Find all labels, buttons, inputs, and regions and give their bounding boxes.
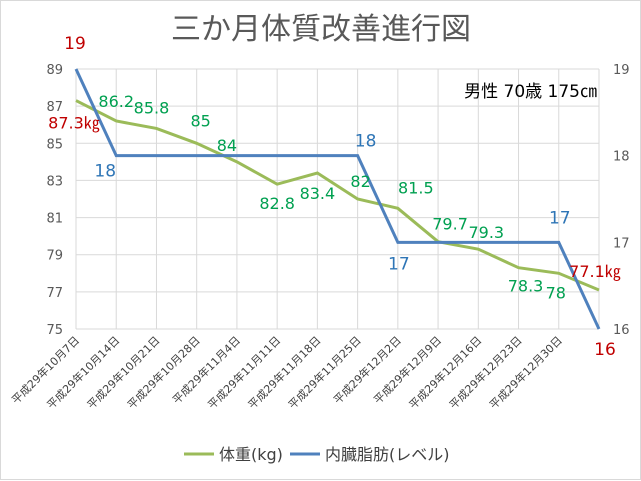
right-y-axis: 16 17 18 19	[613, 63, 630, 338]
series-lines	[74, 68, 601, 330]
weight-data-label: 78	[546, 283, 566, 302]
data-labels: 87.3㎏ 86.2 85.8 85 84 82.8 83.4 82 81.5 79.7 79.3 7…	[48, 34, 621, 360]
x-tick-label: 平成29年11月18日	[245, 333, 323, 411]
x-tick-label: 平成29年10月28日	[124, 333, 202, 411]
visceral-fat-data-label: 18	[94, 162, 116, 182]
left-y-tick: 79	[46, 249, 63, 264]
weight-data-label: 79.7	[432, 215, 468, 234]
x-tick-label: 平成29年11月4日	[170, 333, 244, 407]
weight-data-label: 85	[191, 111, 211, 130]
x-tick-label: 平成29年12月23日	[446, 333, 524, 411]
weight-data-label: 81.5	[398, 178, 434, 197]
x-tick-label: 平成29年10月14日	[44, 333, 122, 411]
x-tick-label: 平成29年12月9日	[371, 333, 445, 407]
series-line-weight	[75, 99, 600, 292]
series-line-visceral-fat	[74, 68, 601, 330]
weight-data-label: 84	[217, 136, 237, 155]
x-tick-label: 平成29年11月25日	[285, 333, 363, 411]
legend: 体重(kg) 内臓脂肪(レベル)	[184, 445, 450, 464]
left-y-tick: 89	[46, 63, 63, 78]
left-y-tick: 81	[46, 212, 63, 227]
left-y-tick: 87	[46, 100, 63, 115]
left-y-tick: 77	[46, 286, 63, 301]
right-y-tick: 17	[613, 236, 630, 251]
visceral-fat-data-label: 17	[388, 254, 410, 274]
visceral-fat-data-label: 19	[64, 34, 86, 54]
weight-data-label: 82	[350, 172, 370, 191]
right-y-tick: 19	[613, 63, 630, 78]
left-y-tick: 85	[46, 137, 63, 152]
right-y-tick: 18	[613, 150, 630, 165]
weight-data-label: 77.1㎏	[569, 262, 621, 281]
weight-data-label: 87.3㎏	[48, 114, 100, 133]
left-y-axis: 75 77 79 81 83 85 87 89	[46, 63, 63, 338]
x-tick-label: 平成29年12月30日	[486, 333, 564, 411]
chart-title: 三か月体質改善進行図	[171, 12, 471, 47]
weight-data-label: 82.8	[259, 194, 295, 213]
x-tick-label: 平成29年10月21日	[84, 333, 162, 411]
visceral-fat-data-label: 17	[549, 208, 571, 228]
weight-data-label: 78.3	[508, 277, 544, 296]
weight-data-label: 79.3	[468, 223, 504, 242]
x-tick-label: 平成29年10月7日	[9, 333, 83, 407]
x-tick-label: 平成29年11月11日	[205, 333, 283, 411]
left-y-tick: 75	[46, 323, 63, 338]
legend-label-weight: 体重(kg)	[219, 445, 283, 464]
x-tick-label: 平成29年12月16日	[406, 333, 484, 411]
weight-data-label: 86.2	[98, 92, 134, 111]
chart-annotation: 男性 70歳 175㎝	[464, 82, 597, 102]
visceral-fat-data-label: 16	[594, 340, 616, 360]
visceral-fat-data-label: 18	[355, 132, 377, 152]
legend-label-visceral-fat: 内臓脂肪(レベル)	[325, 445, 450, 464]
x-tick-label: 平成29年12月2日	[330, 333, 404, 407]
weight-data-label: 85.8	[134, 98, 170, 117]
left-y-tick: 83	[46, 174, 63, 189]
right-y-tick: 16	[613, 323, 630, 338]
x-axis: 平成29年10月7日平成29年10月14日平成29年10月21日平成29年10月…	[9, 333, 565, 411]
gridlines	[75, 68, 600, 330]
weight-data-label: 83.4	[300, 184, 336, 203]
